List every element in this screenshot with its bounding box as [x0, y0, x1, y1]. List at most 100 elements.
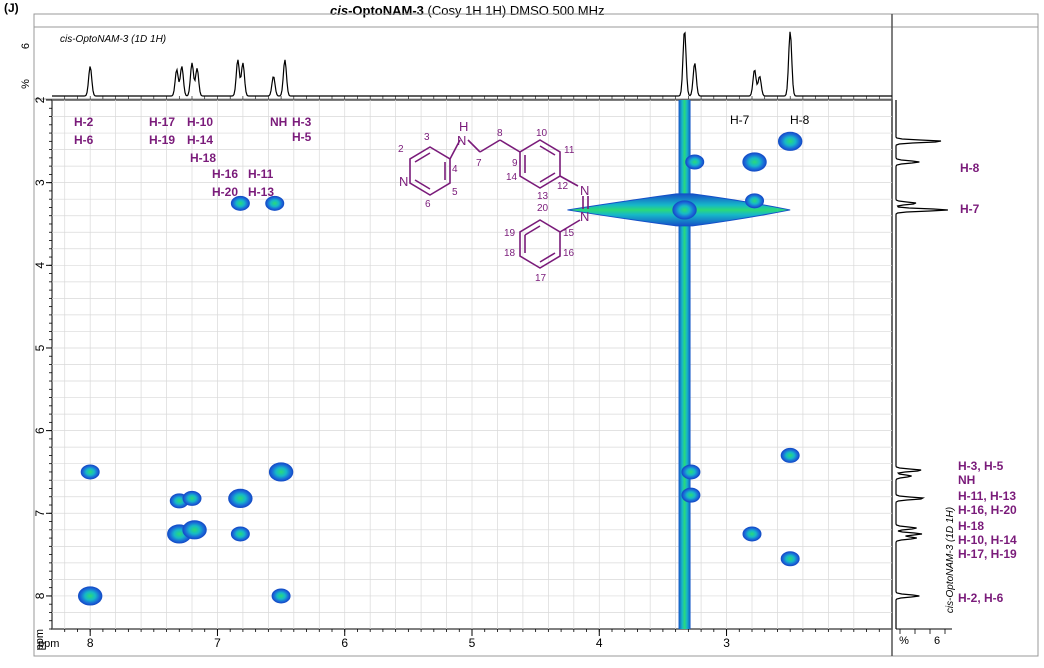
cross-peak [271, 588, 291, 604]
num-17: 17 [535, 273, 547, 284]
num-14: 14 [506, 172, 518, 183]
bond-n-c15 [559, 219, 581, 233]
label-h8: H-8 [790, 113, 810, 127]
cross-peak [742, 152, 767, 172]
num-15: 15 [563, 228, 575, 239]
label-h7: H-7 [730, 113, 750, 127]
pyridine-double-3 [414, 179, 431, 190]
x-tick-label: 3 [723, 636, 730, 650]
side-label-h8: H-8 [960, 161, 980, 175]
num-20: 20 [537, 203, 549, 214]
atom-n-azo-2: N [580, 209, 589, 224]
num-10: 10 [536, 128, 548, 139]
phenyl-ring-2 [519, 219, 561, 269]
atom-n-ring: N [399, 174, 408, 189]
label-h2: H-2 [74, 115, 94, 129]
x-axis-unit: ppm [38, 638, 59, 650]
num-2: 2 [398, 144, 404, 155]
x-tick-label: 7 [214, 636, 221, 650]
num-9: 9 [512, 158, 518, 169]
y-tick-label: 2 [33, 96, 47, 103]
label-h14: H-14 [187, 133, 213, 147]
y-axis-unit: ppm [34, 629, 46, 650]
side-label-h17-h19: H-17, H-19 [958, 547, 1017, 561]
side-projection-label: cis-OptoNAM-3 (1D 1H) [945, 507, 956, 613]
bond-c8-c9 [499, 139, 521, 153]
cross-peak [745, 193, 765, 209]
num-12: 12 [557, 181, 569, 192]
cross-peak [230, 195, 250, 211]
label-h10: H-10 [187, 115, 213, 129]
num-16: 16 [563, 248, 575, 259]
num-11: 11 [564, 145, 575, 156]
bond-nh-c7 [467, 139, 481, 153]
side-projection [895, 100, 948, 629]
side-label-nh: NH [958, 473, 975, 487]
pyridine-double-1 [414, 152, 431, 163]
label-h5: H-5 [292, 130, 312, 144]
bond-c12-n [559, 175, 579, 187]
atom-h-amine: H [459, 119, 468, 134]
label-h18: H-18 [190, 151, 216, 165]
structure-atom-labels: N H N N N [399, 119, 589, 224]
top-projection [52, 31, 892, 97]
cross-peak [681, 464, 701, 480]
top-assignments: H-2 H-6 H-17 H-19 H-10 H-14 H-18 H-16 H-… [74, 113, 810, 199]
top-projection-trace [52, 31, 892, 97]
panel-label: (J) [4, 1, 19, 15]
num-18: 18 [504, 248, 516, 259]
num-8: 8 [497, 128, 503, 139]
top-proj-tick-percent: % [20, 79, 32, 89]
num-4: 4 [452, 164, 458, 175]
grid-lines [52, 100, 892, 629]
structure-numbers: 2 3 4 5 6 7 8 9 10 11 12 13 14 15 16 17 … [398, 128, 575, 284]
y-tick-label: 5 [33, 344, 47, 351]
axes: 8 7 6 5 4 3 2 3 4 5 6 7 8 [33, 96, 952, 650]
atom-n-amine: N [457, 133, 466, 148]
y-tick-label: 6 [33, 427, 47, 434]
phenyl2-double-2 [539, 252, 556, 263]
y-tick-label: 7 [33, 510, 47, 517]
side-label-h2-h6: H-2, H-6 [958, 591, 1004, 605]
cross-peak [80, 464, 100, 480]
cross-peak [182, 490, 202, 506]
cross-peak [265, 195, 285, 211]
side-assignments: H-8 H-7 H-3, H-5 NH H-11, H-13 H-16, H-2… [958, 161, 1017, 605]
y-tick-label: 4 [33, 262, 47, 269]
phenyl1-double-2 [539, 172, 556, 183]
num-5: 5 [452, 187, 458, 198]
num-13: 13 [537, 191, 549, 202]
side-label-h10-h14: H-10, H-14 [958, 533, 1017, 547]
outer-frame [33, 13, 1039, 657]
side-proj-tick-6: 6 [934, 635, 940, 647]
label-h6: H-6 [74, 133, 94, 147]
label-h20: H-20 [212, 185, 238, 199]
cross-peak [268, 462, 294, 482]
cross-peak [228, 488, 253, 509]
phenyl-ring-1 [519, 139, 561, 189]
cross-peak [182, 520, 207, 540]
pyridine-ring [409, 146, 451, 196]
side-projection-trace [895, 100, 948, 629]
num-6: 6 [425, 199, 431, 210]
cross-peaks [77, 131, 803, 606]
label-h19: H-19 [149, 133, 175, 147]
side-label-h16-h20: H-16, H-20 [958, 503, 1017, 517]
side-proj-tick-percent: % [899, 635, 909, 647]
label-h3: H-3 [292, 115, 312, 129]
cross-peak [780, 551, 800, 567]
side-label-h3-h5: H-3, H-5 [958, 459, 1004, 473]
water-ridge-vertical [678, 100, 691, 629]
y-tick-label: 3 [33, 179, 47, 186]
num-19: 19 [504, 228, 516, 239]
label-nh: NH [270, 115, 287, 129]
side-label-h7: H-7 [960, 202, 980, 216]
label-h17: H-17 [149, 115, 175, 129]
cross-peak [742, 526, 762, 542]
y-tick-label: 8 [33, 592, 47, 599]
bond-c4-nh [449, 139, 461, 160]
atom-n-azo-1: N [580, 183, 589, 198]
x-tick-label: 6 [341, 636, 348, 650]
